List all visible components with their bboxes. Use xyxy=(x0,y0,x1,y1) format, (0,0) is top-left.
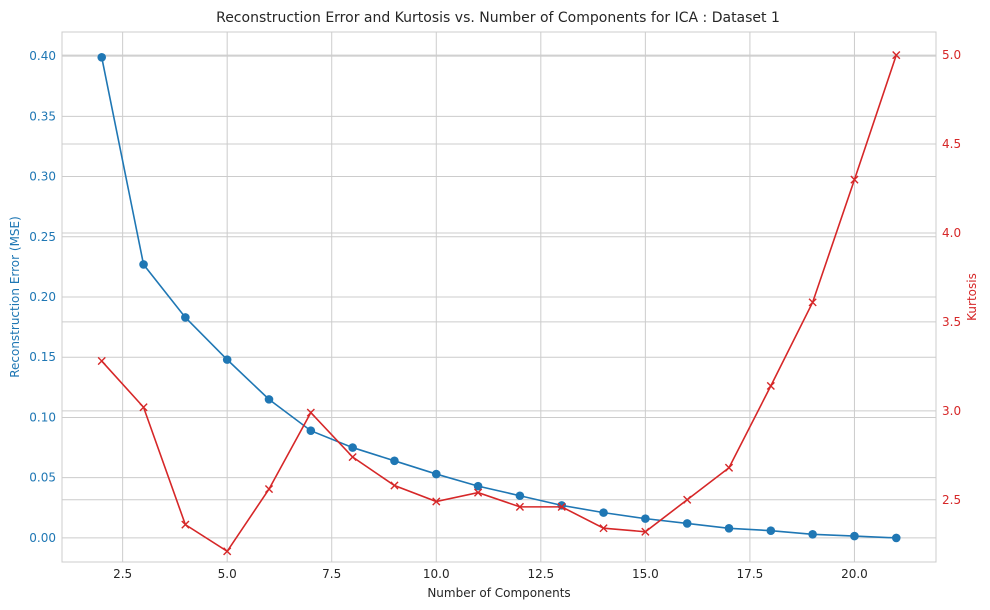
series-layer xyxy=(97,51,901,556)
data-point-kurtosis xyxy=(766,381,775,391)
y-tick-label-right: 2.5 xyxy=(942,493,961,507)
data-point-kurtosis xyxy=(181,520,190,529)
data-point-kurtosis xyxy=(892,51,901,60)
y-tick-label-left: 0.00 xyxy=(29,531,56,545)
y-axis-label-right: Kurtosis xyxy=(965,273,979,321)
data-point-kurtosis xyxy=(139,403,148,412)
x-tick-label: 10.0 xyxy=(423,567,450,581)
y-tick-label-left: 0.35 xyxy=(29,109,56,123)
y-tick-label-left: 0.15 xyxy=(29,350,56,364)
x-axis-label: Number of Components xyxy=(427,586,570,600)
y-tick-label-right: 4.5 xyxy=(942,137,961,151)
data-point-kurtosis xyxy=(390,481,399,490)
x-tick-label: 17.5 xyxy=(737,567,764,581)
data-point-mse xyxy=(264,395,274,404)
data-point-kurtosis xyxy=(850,175,859,184)
data-point-mse xyxy=(641,514,650,523)
x-tick-label: 7.5 xyxy=(322,567,341,581)
data-point-mse xyxy=(808,529,817,539)
data-point-mse xyxy=(891,533,901,543)
series-line-right xyxy=(101,54,898,553)
data-point-mse xyxy=(222,355,232,364)
chart-title: Reconstruction Error and Kurtosis vs. Nu… xyxy=(216,10,780,26)
y-tick-label-right: 4.0 xyxy=(942,226,961,240)
data-point-mse xyxy=(139,260,148,269)
data-point-kurtosis xyxy=(599,524,608,533)
data-point-mse xyxy=(390,456,399,466)
y-tick-label-right: 3.5 xyxy=(942,315,961,329)
data-point-mse xyxy=(515,491,525,501)
grid xyxy=(62,32,936,562)
x-tick-label: 15.0 xyxy=(632,567,659,581)
y-tick-label-left: 0.05 xyxy=(29,471,56,485)
data-point-mse xyxy=(306,426,316,436)
data-point-kurtosis xyxy=(264,484,274,494)
data-point-kurtosis xyxy=(432,497,441,506)
y-tick-label-left: 0.25 xyxy=(29,230,56,244)
data-point-kurtosis xyxy=(97,356,106,366)
data-point-mse xyxy=(473,481,483,491)
data-point-kurtosis xyxy=(808,298,817,307)
data-point-mse xyxy=(348,443,357,452)
x-tick-label: 2.5 xyxy=(113,567,132,581)
data-point-kurtosis xyxy=(683,495,692,504)
data-point-kurtosis xyxy=(306,408,315,417)
data-point-kurtosis xyxy=(641,527,650,536)
series-line-left xyxy=(100,57,897,539)
y-tick-label-left: 0.30 xyxy=(29,170,56,184)
y-tick-label-left: 0.20 xyxy=(29,290,56,304)
data-point-kurtosis xyxy=(557,502,566,511)
y-tick-label-right: 5.0 xyxy=(942,48,961,62)
data-point-kurtosis xyxy=(724,463,734,472)
y-tick-label-right: 3.0 xyxy=(942,404,961,418)
x-tick-label: 5.0 xyxy=(218,567,237,581)
data-point-kurtosis xyxy=(348,452,357,462)
data-point-mse xyxy=(766,526,776,535)
data-point-mse xyxy=(599,508,608,517)
plot-area xyxy=(61,31,937,563)
data-point-mse xyxy=(431,469,441,479)
data-point-mse xyxy=(181,313,190,322)
x-tick-label: 12.5 xyxy=(527,567,554,581)
data-point-mse xyxy=(682,519,692,528)
y-tick-label-left: 0.40 xyxy=(29,49,56,63)
y-tick-label-left: 0.10 xyxy=(29,410,56,424)
y-axis-label-left: Reconstruction Error (MSE) xyxy=(8,216,22,378)
data-point-mse xyxy=(850,531,859,541)
data-point-kurtosis xyxy=(473,488,483,497)
data-point-mse xyxy=(97,52,107,62)
data-point-kurtosis xyxy=(515,502,525,511)
axis-ticks: 2.5 5.0 7.5 10.0 12.5 15.0 17.5 20.0 0.00 0.05 0.1… xyxy=(29,48,961,581)
data-point-mse xyxy=(724,523,734,533)
data-point-kurtosis xyxy=(223,547,232,556)
x-tick-label: 20.0 xyxy=(841,567,868,581)
